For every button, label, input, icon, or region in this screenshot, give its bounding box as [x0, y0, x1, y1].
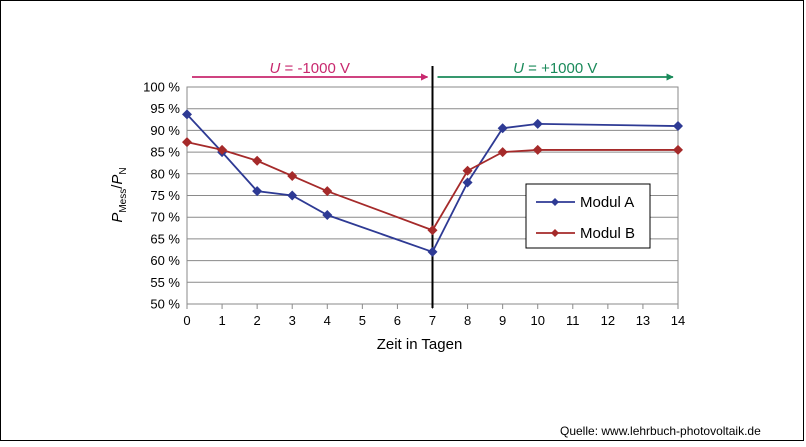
- x-tick-label: 2: [254, 313, 261, 328]
- data-point: [462, 177, 473, 188]
- y-tick-label: 80 %: [150, 166, 180, 181]
- data-point: [182, 109, 192, 120]
- x-tick-label: 6: [394, 313, 401, 328]
- data-point: [182, 137, 192, 148]
- y-tick-label: 55 %: [150, 275, 180, 290]
- x-tick-label: 14: [671, 313, 685, 328]
- x-tick-label: 9: [499, 313, 506, 328]
- data-point: [427, 246, 438, 257]
- legend-label: Modul B: [580, 225, 635, 242]
- data-point: [532, 144, 543, 155]
- y-tick-label: 95 %: [150, 101, 180, 116]
- data-point: [497, 123, 508, 134]
- data-point: [497, 147, 508, 158]
- series-line: [186, 141, 678, 232]
- y-tick-label: 90 %: [150, 123, 180, 138]
- x-tick-label: 0: [183, 313, 190, 328]
- data-point: [673, 121, 683, 132]
- data-point: [427, 225, 438, 236]
- data-point: [322, 186, 333, 197]
- x-tick-label: 13: [636, 313, 650, 328]
- data-point: [532, 118, 543, 129]
- series-line: [186, 113, 679, 254]
- x-tick-label: 4: [324, 313, 331, 328]
- y-tick-label: 50 %: [150, 297, 180, 312]
- x-tick-label: 7: [429, 313, 436, 328]
- legend-label: Modul A: [580, 194, 634, 211]
- x-tick-label: 5: [359, 313, 366, 328]
- data-point: [462, 165, 473, 176]
- y-tick-label: 85 %: [150, 145, 180, 160]
- x-tick-label: 10: [530, 313, 544, 328]
- y-tick-label: 65 %: [150, 231, 180, 246]
- voltage-label: U = +1000 V: [513, 60, 597, 77]
- y-tick-label: 100 %: [143, 80, 180, 95]
- voltage-label: U = -1000 V: [270, 60, 350, 77]
- x-tick-label: 12: [601, 313, 615, 328]
- legend-box: [525, 183, 651, 249]
- x-tick-label: 3: [289, 313, 296, 328]
- data-point: [673, 144, 683, 155]
- y-tick-label: 75 %: [150, 188, 180, 203]
- legend-marker: [551, 229, 559, 237]
- data-point: [252, 155, 263, 166]
- source-credit: Quelle: www.lehrbuch-photovoltaik.de: [560, 424, 761, 438]
- x-axis-title: Zeit in Tagen: [377, 336, 463, 353]
- data-point: [252, 186, 263, 197]
- data-point: [217, 144, 228, 155]
- x-tick-label: 11: [566, 313, 580, 328]
- y-tick-label: 70 %: [150, 210, 180, 225]
- data-point: [287, 190, 298, 201]
- data-point: [322, 210, 333, 221]
- y-tick-label: 60 %: [150, 253, 180, 268]
- legend-marker: [551, 198, 559, 206]
- y-axis-title: PMess/PN: [109, 167, 129, 222]
- x-tick-label: 8: [464, 313, 471, 328]
- x-tick-label: 1: [218, 313, 225, 328]
- data-point: [287, 170, 298, 181]
